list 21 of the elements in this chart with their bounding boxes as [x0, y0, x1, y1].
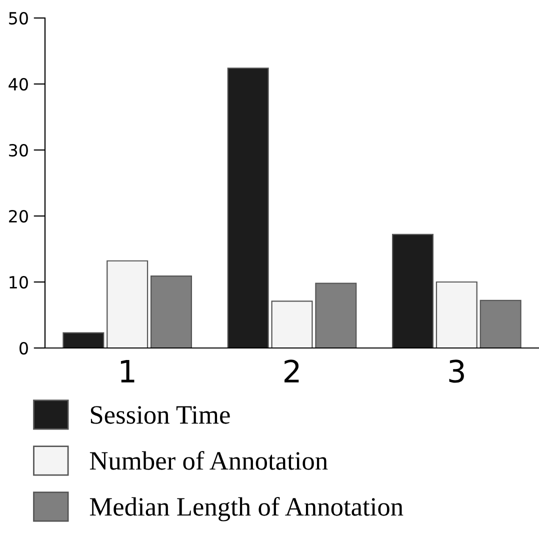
y-tick-label: 30	[9, 144, 28, 157]
x-tick-label: 3	[449, 360, 464, 383]
bar	[315, 282, 357, 348]
bar	[392, 234, 434, 348]
bar	[106, 260, 148, 348]
y-tick-label: 50	[9, 12, 28, 25]
y-tick-label: 20	[9, 210, 28, 223]
y-tick-label: 0	[20, 342, 28, 355]
y-tick-label: 10	[10, 276, 28, 289]
bar	[480, 300, 522, 348]
bar	[150, 276, 192, 348]
legend-label: Number of Annotation	[90, 450, 328, 470]
bar	[271, 300, 313, 348]
bar	[227, 68, 269, 348]
y-tick-label: 40	[8, 78, 28, 91]
bar	[62, 332, 104, 348]
x-tick-label: 2	[284, 360, 299, 382]
legend-label: Session Time	[90, 406, 230, 424]
legend-label: Median Length of Annotation	[90, 496, 404, 522]
bar	[436, 281, 478, 348]
x-tick-label: 1	[120, 360, 134, 382]
